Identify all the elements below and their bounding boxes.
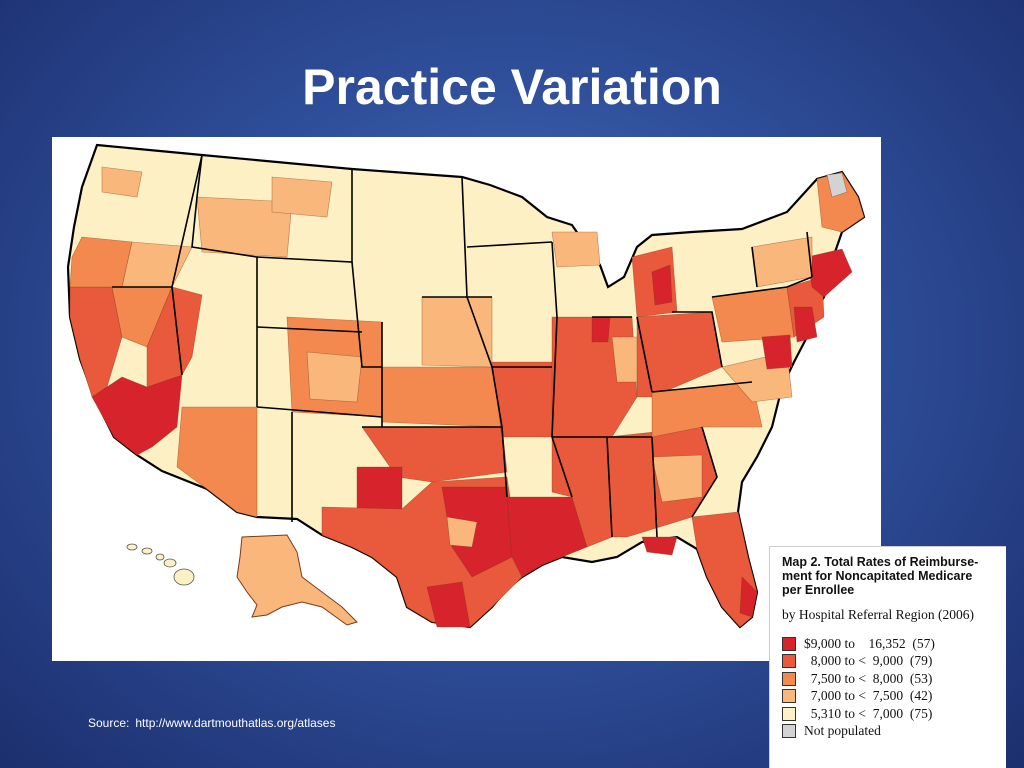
legend-swatch <box>782 724 796 739</box>
legend-range: $9,000 to 16,352 <box>804 635 906 651</box>
map-svg <box>66 143 866 629</box>
legend-swatch <box>782 636 796 651</box>
legend-item: 7,000 to < 7,500 (42) <box>782 688 996 706</box>
legend-item: $9,000 to 16,352 (57) <box>782 635 996 653</box>
legend-subtitle: by Hospital Referral Region (2006) <box>782 607 974 622</box>
legend-swatch <box>782 654 796 669</box>
hawaii-islands <box>126 543 195 586</box>
legend-swatch <box>782 689 796 704</box>
legend-count: (57) <box>912 635 935 651</box>
legend-item: Not populated <box>782 723 996 741</box>
slide-title: Practice Variation <box>302 59 722 115</box>
legend-item: 8,000 to < 9,000 (79) <box>782 653 996 671</box>
legend-item: 5,310 to < 7,000 (75) <box>782 705 996 723</box>
legend-range: Not populated <box>804 723 881 739</box>
legend-range: 7,000 to < 7,500 <box>804 688 904 704</box>
legend-title: Map 2. Total Rates of Reimburse- ment fo… <box>782 555 979 597</box>
alaska-shape <box>236 534 358 626</box>
source-note: Source: http://www.dartmouthatlas.org/atl… <box>88 716 335 730</box>
map-legend: Map 2. Total Rates of Reimburse- ment fo… <box>769 546 1006 768</box>
legend-range: 8,000 to < 9,000 <box>804 653 904 669</box>
legend-count: (53) <box>909 670 933 686</box>
legend-item: 7,500 to < 8,000 (53) <box>782 670 996 688</box>
legend-swatch <box>782 706 796 721</box>
state-borders <box>112 154 813 538</box>
legend-count: (79) <box>909 653 933 669</box>
source-label: Source: <box>88 716 130 730</box>
legend-count: (75) <box>909 705 933 721</box>
legend-count: (42) <box>909 688 933 704</box>
legend-range: 5,310 to < 7,000 <box>804 705 904 721</box>
region-fills <box>69 166 865 628</box>
legend-range: 7,500 to < 8,000 <box>804 670 904 686</box>
legend-swatch <box>782 671 796 686</box>
us-choropleth-map <box>52 137 881 661</box>
source-url: http://www.dartmouthatlas.org/atlases <box>135 716 336 730</box>
